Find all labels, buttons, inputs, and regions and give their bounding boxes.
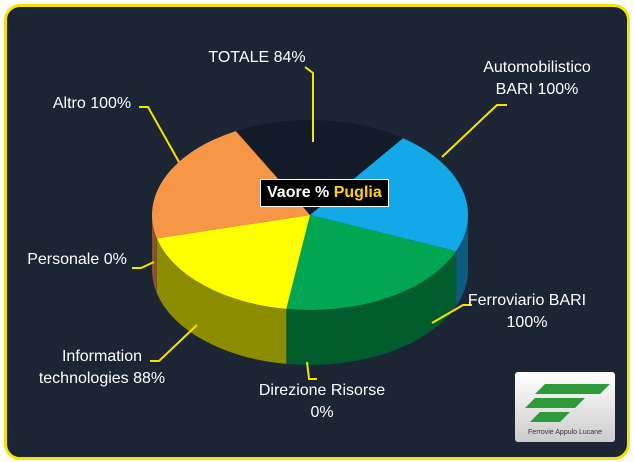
slice-side — [152, 215, 157, 294]
logo: Ferrovie Appulo Lucane — [515, 372, 615, 442]
leader-line — [304, 66, 314, 142]
category-label: Altro — [52, 95, 86, 112]
slice-side — [156, 238, 287, 364]
value-label: 0% — [310, 404, 334, 421]
category-label: TOTALE — [208, 49, 270, 66]
value-label: 100% — [537, 81, 579, 98]
value-label: 0% — [103, 251, 127, 268]
value-label: 84% — [273, 49, 306, 66]
slice-label: Altro 100% — [32, 93, 152, 115]
chart-frame: Vaore % Puglia Ferrovie Appulo Lucane TO… — [4, 4, 630, 460]
slice-label: Information technologies 88% — [27, 346, 177, 390]
slice — [310, 138, 468, 252]
slice — [286, 215, 457, 310]
value-label: 88% — [133, 370, 166, 387]
slice-label: Automobilistico BARI 100% — [477, 57, 597, 101]
category-label: Ferroviario BARI — [467, 292, 587, 309]
slice — [235, 119, 404, 215]
value-label: 100% — [506, 314, 548, 331]
center-text: Vaore % — [267, 184, 330, 201]
category-label: Personale — [27, 251, 100, 268]
center-highlight: Puglia — [333, 184, 382, 201]
category-label: Automobilistico BARI — [483, 59, 591, 98]
logo-text: Ferrovie Appulo Lucane — [528, 429, 602, 436]
leader-line — [441, 104, 507, 158]
slice — [152, 131, 310, 239]
category-label: Information technologies — [38, 348, 143, 387]
slice-label: TOTALE 84% — [177, 47, 337, 69]
slice-label: Ferroviario BARI 100% — [467, 290, 587, 334]
slice-side — [286, 251, 457, 365]
leader-line — [139, 106, 180, 163]
category-label: Direzione Risorse — [258, 382, 386, 399]
leader-line — [431, 304, 472, 324]
slice — [156, 215, 310, 309]
center-label: Vaore % Puglia — [260, 179, 389, 207]
value-label: 100% — [90, 95, 132, 112]
leader-line — [306, 361, 317, 380]
logo-icon — [525, 384, 610, 422]
leader-line — [132, 261, 155, 269]
slice-label: Direzione Risorse 0% — [257, 380, 387, 424]
slice-side — [456, 215, 468, 307]
chart — [132, 66, 507, 380]
slice-label: Personale 0% — [12, 249, 142, 271]
leader-line — [150, 324, 198, 362]
